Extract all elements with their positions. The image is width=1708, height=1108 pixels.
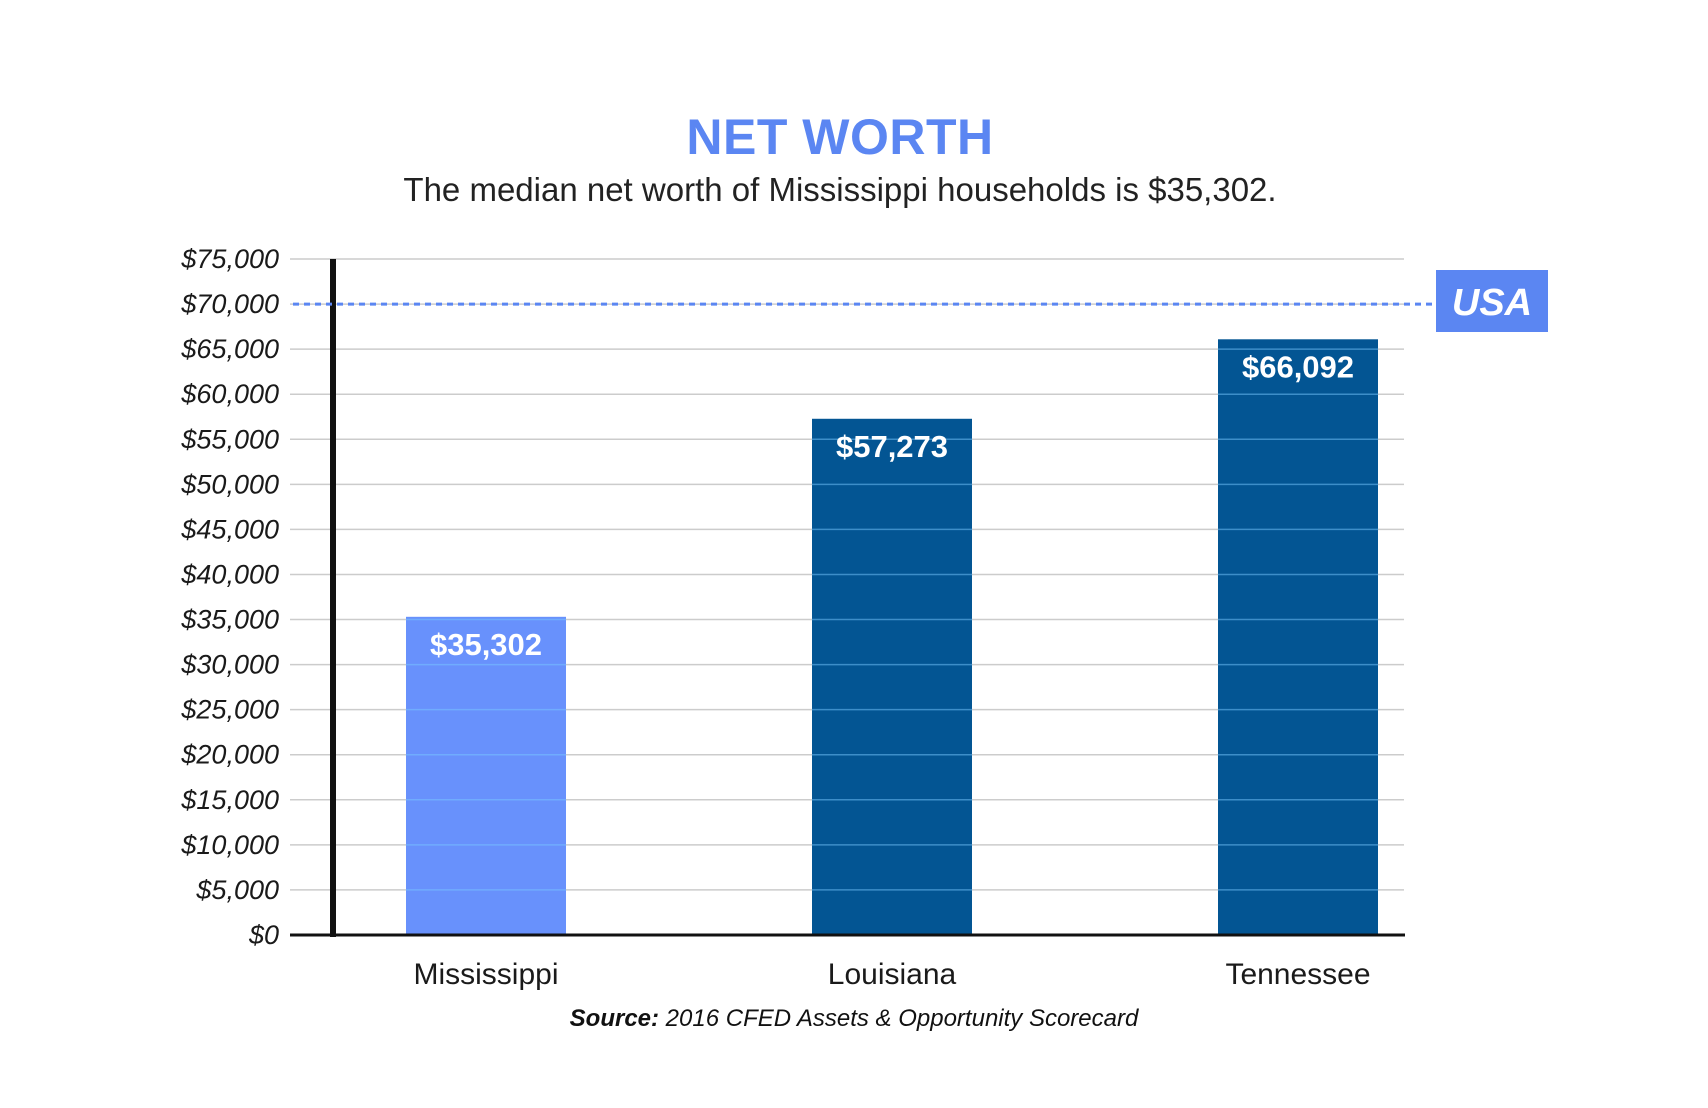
data-label: $35,302 xyxy=(430,627,542,662)
chart-subtitle: The median net worth of Mississippi hous… xyxy=(403,171,1277,208)
x-tick-label: Mississippi xyxy=(413,958,558,991)
chart-title: NET WORTH xyxy=(686,109,994,165)
y-tick-label: $35,000 xyxy=(180,605,279,635)
usa-reference: USA xyxy=(293,270,1548,332)
usa-label: USA xyxy=(1452,282,1532,324)
bar-tennessee xyxy=(1218,339,1378,935)
y-tick-label: $40,000 xyxy=(180,559,279,589)
data-label: $66,092 xyxy=(1242,349,1354,384)
source-label: Source: xyxy=(569,1005,660,1032)
y-tick-label: $70,000 xyxy=(180,289,279,319)
usa-label-box xyxy=(1436,270,1548,332)
source-text: 2016 CFED Assets & Opportunity Scorecard xyxy=(659,1005,1139,1032)
y-tick-label: $55,000 xyxy=(180,424,279,454)
y-tick-label: $60,000 xyxy=(180,379,279,409)
y-tick-label: $10,000 xyxy=(180,830,279,860)
y-tick-label: $20,000 xyxy=(180,740,279,770)
y-tick-label: $75,000 xyxy=(180,244,279,274)
data-label: $57,273 xyxy=(836,429,948,464)
source-note: Source: 2016 CFED Assets & Opportunity S… xyxy=(0,1005,1708,1033)
y-axis-tick-labels: $0 $5,000 $10,000 $15,000 $20,000 $25,000 $30,… xyxy=(180,244,279,950)
y-tick-label: $25,000 xyxy=(180,695,279,725)
y-tick-label: $65,000 xyxy=(180,334,279,364)
y-tick-label: $30,000 xyxy=(180,650,279,680)
bar-louisiana xyxy=(812,418,972,935)
axes xyxy=(290,259,1405,937)
bars: $35,302 $57,273 $66,092 xyxy=(406,339,1378,935)
x-axis-tick-labels: Mississippi Louisiana Tennessee xyxy=(413,958,1370,991)
y-tick-label: $0 xyxy=(248,920,279,950)
y-tick-label: $15,000 xyxy=(180,785,279,815)
y-tick-label: $45,000 xyxy=(180,514,279,544)
bar-mississippi xyxy=(406,616,566,935)
y-tick-label: $5,000 xyxy=(195,875,279,905)
y-tick-label: $50,000 xyxy=(180,469,279,499)
x-tick-label: Tennessee xyxy=(1225,958,1370,991)
x-tick-label: Louisiana xyxy=(828,958,957,991)
